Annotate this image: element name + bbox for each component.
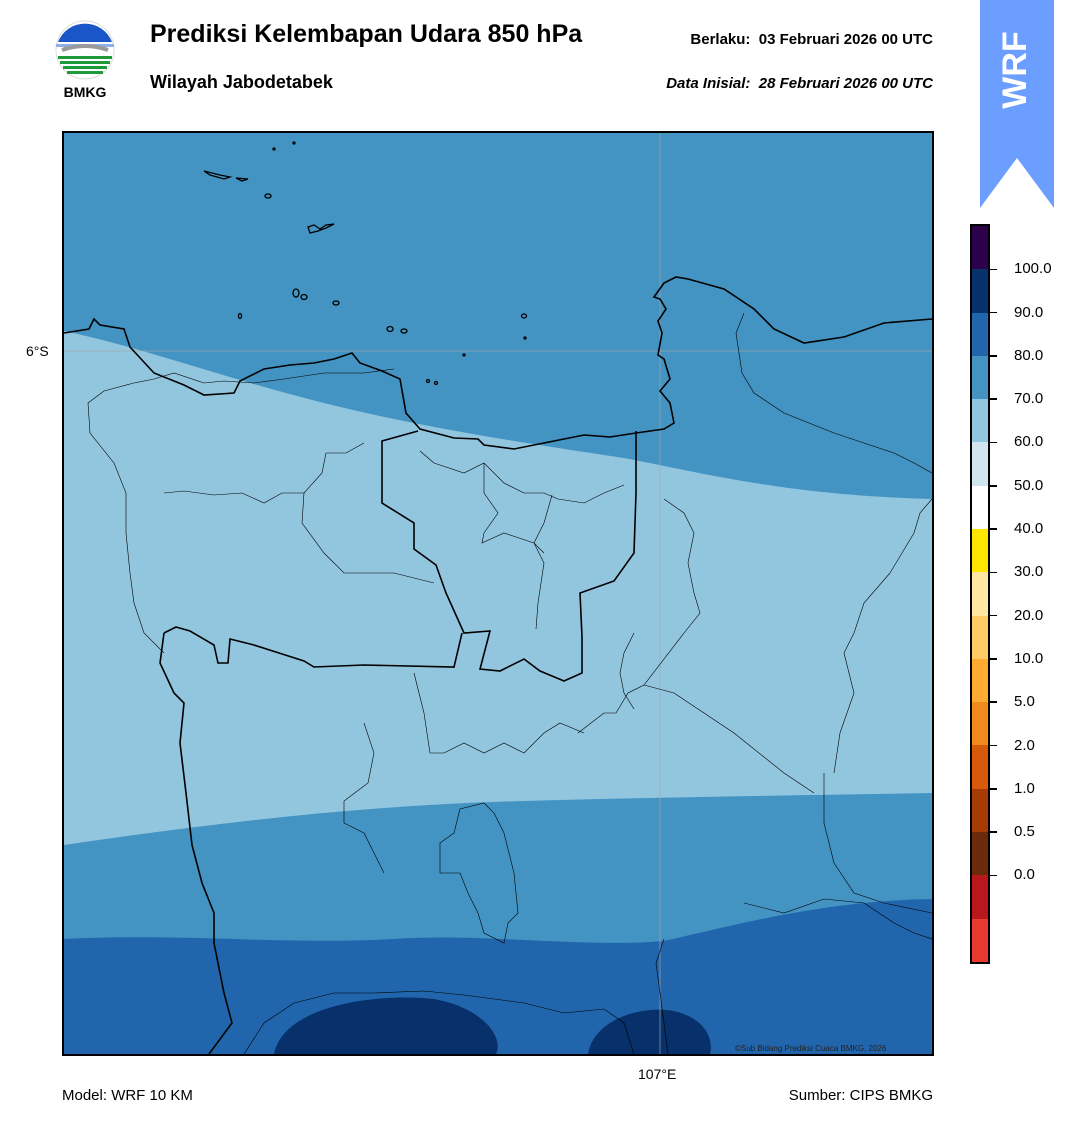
colorbar-tick	[990, 571, 997, 574]
source-label: Sumber: CIPS BMKG	[788, 1087, 933, 1104]
chart-title: Prediksi Kelembapan Udara 850 hPa	[150, 20, 583, 48]
colorbar-tick-label: 60.0	[1014, 433, 1044, 451]
colorbar	[970, 224, 990, 964]
band-60-70	[64, 331, 932, 845]
colorbar-tick-label: 1.0	[1014, 779, 1035, 797]
colorbar-tick	[990, 441, 997, 444]
province-border	[159, 430, 637, 1054]
model-label: Model: WRF 10 KM	[62, 1087, 193, 1104]
colorbar-tick	[990, 614, 997, 617]
colorbar-segment	[972, 572, 988, 616]
colorbar-tick-label: 50.0	[1014, 476, 1044, 494]
thousand-islands	[203, 141, 528, 386]
colorbar-tick	[990, 268, 997, 271]
bmkg-logo	[52, 20, 118, 104]
colorbar-tick-label: 5.0	[1014, 693, 1035, 711]
colorbar-segment	[972, 312, 988, 356]
band-90-100-east	[588, 1009, 711, 1054]
humidity-map	[62, 131, 934, 1056]
colorbar-tick-label: 10.0	[1014, 649, 1044, 667]
colorbar-segment	[972, 658, 988, 703]
colorbar-tick	[990, 311, 997, 314]
copyright-text: ©Sub Bidang Prediksi Cuaca BMKG, 2026	[735, 1044, 887, 1053]
colorbar-segment	[972, 615, 988, 659]
colorbar-tick	[990, 398, 997, 400]
wrf-badge-text: WRF	[996, 31, 1034, 108]
colorbar-tick	[990, 528, 997, 530]
colorbar-segment	[972, 831, 988, 876]
colorbar-tick-label: 0.0	[1014, 866, 1035, 884]
colorbar-segment	[972, 528, 988, 573]
colorbar-tick-label: 90.0	[1014, 303, 1044, 321]
colorbar-tick	[990, 788, 997, 790]
colorbar-tick	[990, 831, 997, 833]
colorbar-segment	[972, 485, 988, 529]
latitude-label: 6°S	[26, 343, 49, 359]
longitude-label: 107°E	[638, 1066, 677, 1082]
colorbar-tick	[990, 701, 997, 703]
colorbar-segment	[972, 918, 988, 962]
logo-text: BMKG	[63, 84, 107, 100]
colorbar-tick-label: 100.0	[1014, 260, 1052, 278]
colorbar-tick-label: 40.0	[1014, 520, 1044, 538]
colorbar-segment	[972, 702, 988, 746]
colorbar-tick	[990, 874, 997, 877]
colorbar-tick-label: 30.0	[1014, 563, 1044, 581]
colorbar-segment	[972, 875, 988, 919]
colorbar-segment	[972, 745, 988, 789]
colorbar-tick	[990, 658, 997, 660]
colorbar-tick-label: 0.5	[1014, 823, 1035, 841]
colorbar-segment	[972, 269, 988, 313]
region-subtitle: Wilayah Jabodetabek	[150, 72, 333, 92]
band-80-90	[64, 899, 932, 1054]
colorbar-segment	[972, 788, 988, 832]
colorbar-tick-label: 20.0	[1014, 606, 1044, 624]
colorbar-segment	[972, 355, 988, 400]
coastline	[64, 276, 932, 450]
colorbar-tick-label: 2.0	[1014, 736, 1035, 754]
init-time: Data Inisial: 28 Februari 2026 00 UTC	[666, 75, 933, 92]
colorbar-tick	[990, 744, 997, 747]
colorbar-tick-label: 80.0	[1014, 346, 1044, 364]
colorbar-segment	[972, 442, 988, 486]
colorbar-tick-label: 70.0	[1014, 390, 1044, 408]
valid-time: Berlaku: 03 Februari 2026 00 UTC	[690, 31, 933, 48]
colorbar-tick	[990, 355, 997, 357]
colorbar-tick	[990, 485, 997, 487]
wrf-badge: WRF	[980, 0, 1054, 208]
regency-borders	[87, 312, 932, 1054]
band-90-100-west	[274, 997, 498, 1054]
colorbar-segment	[972, 399, 988, 443]
colorbar-segment	[972, 226, 988, 270]
